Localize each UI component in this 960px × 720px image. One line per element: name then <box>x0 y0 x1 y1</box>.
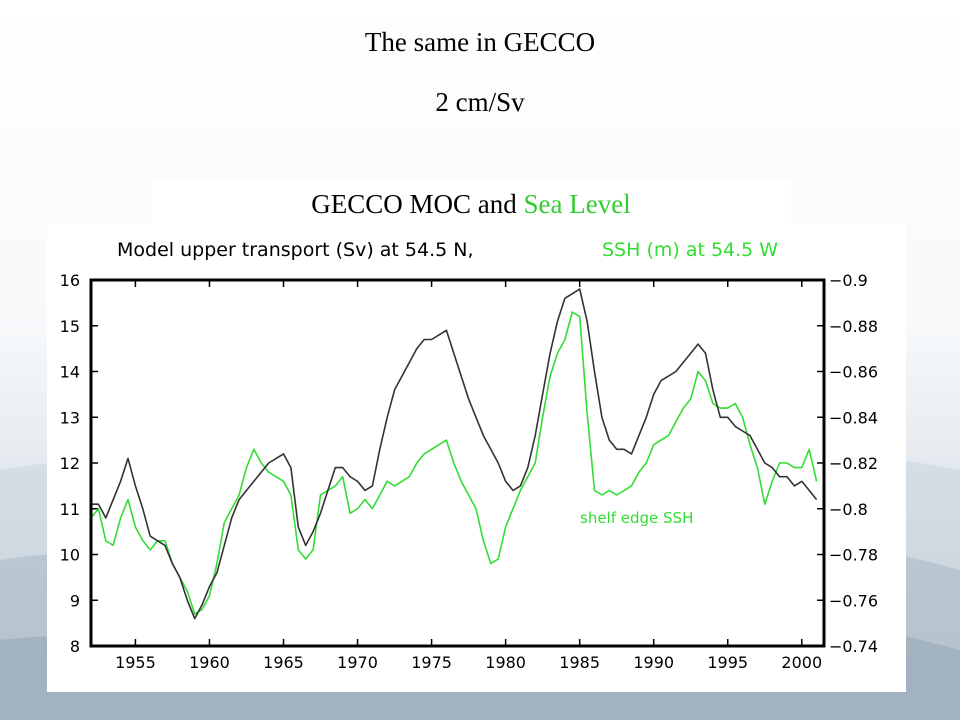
plot-frame <box>89 278 826 648</box>
x-tick-label: 1960 <box>189 653 230 672</box>
y-left-tick-label: 15 <box>60 317 80 336</box>
y-left-tick-label: 11 <box>60 500 80 519</box>
x-tick-label: 1980 <box>485 653 526 672</box>
y-right-tick-label: −0.78 <box>829 546 878 565</box>
x-tick-label: 1970 <box>337 653 378 672</box>
x-tick-label: 1995 <box>707 653 748 672</box>
caption-box <box>151 179 791 225</box>
series-lines <box>90 288 818 620</box>
x-tick-label: 1965 <box>263 653 304 672</box>
slide-title: The same in GECCO <box>364 27 596 57</box>
x-tick-label: 1975 <box>411 653 452 672</box>
y-right-tick-label: −0.76 <box>829 591 878 610</box>
y-left-tick-label: 12 <box>60 454 80 473</box>
slide-subtitle: 2 cm/Sv <box>435 87 525 117</box>
y-left-tick-label: 10 <box>60 546 80 565</box>
chart: Model upper transport (Sv) at 54.5 N, SS… <box>60 239 878 672</box>
x-tick-label: 1990 <box>633 653 674 672</box>
y-left-tick-label: 14 <box>60 363 80 382</box>
x-tick-label: 1985 <box>559 653 600 672</box>
chart-header-right: SSH (m) at 54.5 W <box>602 239 778 261</box>
annotation-shelf-edge-ssh: shelf edge SSH <box>580 509 693 527</box>
chart-panel: Model upper transport (Sv) at 54.5 N, SS… <box>47 224 906 692</box>
x-tick-label: 1955 <box>115 653 156 672</box>
chart-header-left: Model upper transport (Sv) at 54.5 N, <box>117 239 474 261</box>
axes-ticks: 1955 1960 1965 1970 1975 1980 1985 1990 1995 2000… <box>60 271 878 672</box>
y-left-tick-label: 8 <box>70 637 80 656</box>
chart-caption: GECCO MOC and Sea Level <box>151 189 791 220</box>
y-left-tick-label: 16 <box>60 271 80 290</box>
y-right-tick-label: −0.9 <box>829 271 868 290</box>
y-right-tick-label: −0.8 <box>829 500 868 519</box>
y-left-tick-label: 13 <box>60 408 80 427</box>
series-line-ssh <box>90 311 818 615</box>
y-right-tick-label: −0.86 <box>829 363 878 382</box>
caption-highlight: Sea Level <box>523 189 631 219</box>
series-line-moc <box>91 288 818 620</box>
y-left-tick-label: 9 <box>70 591 80 610</box>
caption-text: GECCO MOC and <box>311 189 524 219</box>
y-right-tick-label: −0.82 <box>829 454 878 473</box>
y-right-tick-label: −0.88 <box>829 317 878 336</box>
y-right-tick-label: −0.74 <box>829 637 878 656</box>
x-tick-label: 2000 <box>781 653 822 672</box>
y-right-tick-label: −0.84 <box>829 408 878 427</box>
